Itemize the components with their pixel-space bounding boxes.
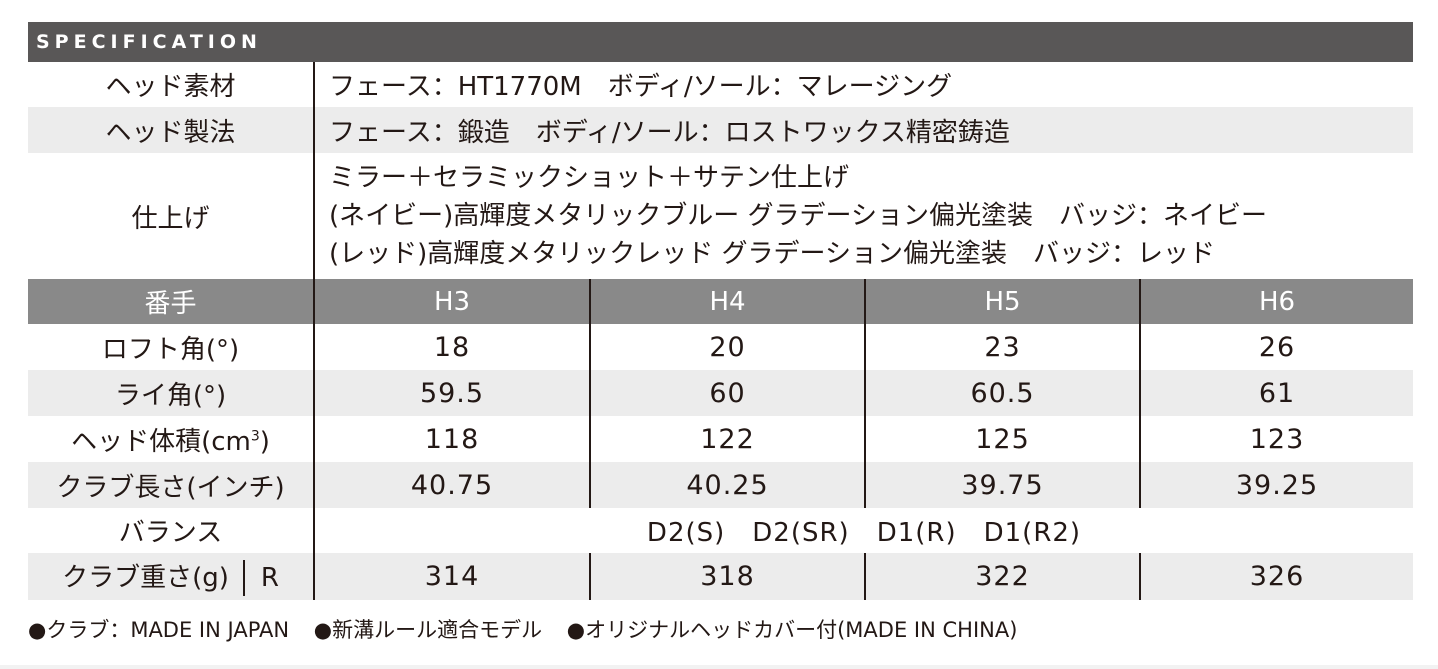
loft-value: 18 [314,324,591,370]
volume-value: 118 [314,416,591,462]
footnote: ●クラブ：MADE IN JAPAN [28,618,290,642]
length-value: 39.25 [1140,462,1413,508]
model-h6: H6 [1140,279,1413,324]
weight-value: 314 [314,553,591,600]
finish-value: ミラー＋セラミックショット＋サテン仕上げ (ネイビー)高輝度メタリックブルー グ… [314,153,1413,279]
finish-line: (レッド)高輝度メタリックレッド グラデーション偏光塗装 バッジ：レッド [329,239,1216,269]
finish-label: 仕上げ [28,153,315,279]
lie-value: 60 [590,370,866,416]
balance-value: D2(S) D2(SR) D1(R) D1(R2) [646,518,1082,548]
head-method-value: フェース：鍛造 ボディ/ソール：ロストワックス精密鋳造 [314,107,1413,153]
loft-label: ロフト角(°) [28,324,315,370]
weight-label-cell: クラブ重さ(g) R [28,553,315,600]
loft-value: 20 [590,324,866,370]
lie-value: 60.5 [865,370,1141,416]
weight-value: 322 [865,553,1141,600]
volume-value: 125 [865,416,1141,462]
balance-label: バランス [28,508,315,553]
weight-value: 318 [590,553,866,600]
loft-value: 23 [865,324,1141,370]
length-value: 40.25 [590,462,866,508]
weight-value: 326 [1140,553,1413,600]
length-value: 40.75 [314,462,591,508]
row-finish: 仕上げ ミラー＋セラミックショット＋サテン仕上げ (ネイビー)高輝度メタリックブ… [28,153,1413,279]
spec-title-bar: SPECIFICATION [28,22,1413,62]
row-volume: ヘッド体積(cm3) 118 122 125 123 [28,416,1413,462]
footnote: ●新溝ルール適合モデル [313,618,543,642]
volume-value: 123 [1249,423,1305,455]
row-model-header: 番手 H3 H4 H5 H6 [28,279,1413,324]
row-loft: ロフト角(°) 18 20 23 26 [28,324,1413,370]
length-label: クラブ長さ(インチ) [28,462,315,508]
model-h5: H5 [865,279,1141,324]
bottom-divider [0,665,1438,669]
row-balance: バランス D2(S) D2(SR) D1(R) D1(R2) [28,508,1413,553]
length-value: 39.75 [865,462,1141,508]
row-weight: クラブ重さ(g) R 314 318 322 326 [28,553,1413,600]
head-material-label: ヘッド素材 [28,62,315,107]
model-header-label: 番手 [28,279,315,324]
weight-label: クラブ重さ(g) [62,562,229,593]
lie-label: ライ角(°) [28,370,315,416]
row-head-material: ヘッド素材 フェース：HT1770M ボディ/ソール：マレージング [28,62,1413,107]
model-h4: H4 [590,279,866,324]
head-method-label: ヘッド製法 [28,107,315,153]
volume-label: ヘッド体積(cm3) [28,416,315,462]
footnote: ●オリジナルヘッドカバー付(MADE IN CHINA) [566,618,1018,642]
weight-divider [242,560,245,597]
volume-value: 122 [590,416,866,462]
lie-value: 61 [1140,370,1413,416]
lie-value: 59.5 [314,370,591,416]
row-lie: ライ角(°) 59.5 60 60.5 61 [28,370,1413,416]
footnotes: ●クラブ：MADE IN JAPAN ●新溝ルール適合モデル ●オリジナルヘッド… [28,614,1017,644]
weight-flex: R [260,562,279,593]
head-material-value: フェース：HT1770M ボディ/ソール：マレージング [329,72,953,102]
row-length: クラブ長さ(インチ) 40.75 40.25 39.75 39.25 [28,462,1413,508]
row-head-method: ヘッド製法 フェース：鍛造 ボディ/ソール：ロストワックス精密鋳造 [28,107,1413,153]
spec-title: SPECIFICATION [28,22,314,62]
spec-table: SPECIFICATION ヘッド素材 フェース：HT1770M ボディ/ソール… [28,22,1413,600]
model-h3: H3 [314,279,591,324]
finish-line: ミラー＋セラミックショット＋サテン仕上げ [329,163,850,193]
loft-value: 26 [1258,331,1296,363]
finish-line: (ネイビー)高輝度メタリックブルー グラデーション偏光塗装 バッジ：ネイビー [329,201,1268,231]
